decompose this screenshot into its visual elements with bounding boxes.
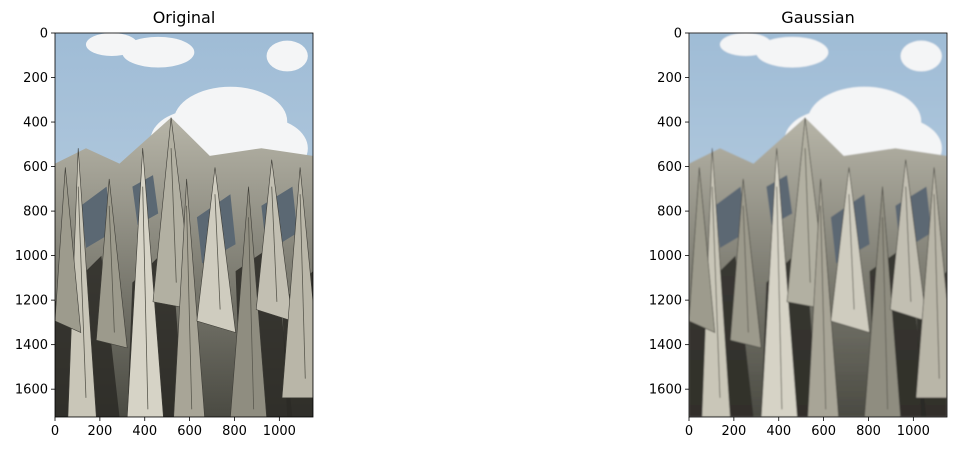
x-tick-label: 1000 xyxy=(263,424,296,439)
concrete-fin xyxy=(281,167,313,399)
y-tick-label: 1000 xyxy=(15,249,48,264)
image-area xyxy=(689,33,947,417)
x-tick-label: 800 xyxy=(222,424,247,439)
concrete-fin xyxy=(196,167,236,333)
cloud-shape xyxy=(122,36,195,68)
panel-seam xyxy=(804,148,811,283)
y-tick-label: 1600 xyxy=(15,383,48,398)
y-tick-label: 600 xyxy=(657,160,682,175)
image-area xyxy=(55,33,313,417)
x-tick-label: 800 xyxy=(856,424,881,439)
panel-seam xyxy=(77,186,87,398)
y-tick-label: 200 xyxy=(23,71,48,86)
y-tick-label: 1000 xyxy=(649,249,682,264)
y-tick-label: 800 xyxy=(23,205,48,220)
x-tick-label: 1000 xyxy=(897,424,930,439)
x-tick-label: 0 xyxy=(51,424,59,439)
panel-seam xyxy=(776,186,783,410)
concrete-fin xyxy=(915,167,947,399)
x-tick-label: 400 xyxy=(766,424,791,439)
y-tick-label: 0 xyxy=(674,27,682,42)
panel-seam xyxy=(214,194,221,310)
panel-seam xyxy=(299,194,306,379)
y-tick-label: 400 xyxy=(23,116,48,131)
panel-seam xyxy=(882,217,889,410)
panel-seam xyxy=(170,148,177,283)
x-tick-label: 0 xyxy=(685,424,693,439)
glass-panel xyxy=(80,186,112,248)
x-tick-label: 600 xyxy=(811,424,836,439)
cloud-shape xyxy=(719,33,772,57)
panel-seam xyxy=(711,186,721,398)
cloud-shape xyxy=(756,36,829,68)
axes-frame xyxy=(54,32,314,418)
x-tick-label: 600 xyxy=(177,424,202,439)
y-tick-label: 200 xyxy=(657,71,682,86)
concrete-fin xyxy=(55,167,82,333)
panel-seam xyxy=(820,205,827,410)
subplot-title: Original xyxy=(153,8,216,27)
y-tick-label: 800 xyxy=(657,205,682,220)
y-tick-label: 0 xyxy=(40,27,48,42)
panel-seam xyxy=(933,194,940,379)
y-tick-label: 1400 xyxy=(649,338,682,353)
x-tick-label: 200 xyxy=(87,424,112,439)
panel-seam xyxy=(108,205,115,333)
panel-seam xyxy=(905,186,912,302)
y-tick-label: 1600 xyxy=(649,383,682,398)
axes-frame xyxy=(688,32,948,418)
y-tick-label: 400 xyxy=(657,116,682,131)
panel-seam xyxy=(186,205,193,410)
concrete-fin xyxy=(830,167,870,333)
y-tick-label: 1200 xyxy=(15,294,48,309)
concrete-fin xyxy=(689,167,716,333)
panel-seam xyxy=(742,205,749,333)
panel-seam xyxy=(142,186,149,410)
subplot-title: Gaussian xyxy=(781,8,854,27)
cloud-shape xyxy=(900,40,942,72)
subplot-1: 0 200 400 600 800 1000 0 200 400 600 800 1000 1200 14… xyxy=(15,8,314,439)
cloud-shape xyxy=(85,33,138,57)
panel-seam xyxy=(848,194,855,310)
subplot-2: 0 200 400 600 800 1000 0 200 400 600 800 1000 1200 14… xyxy=(649,8,948,439)
panel-seam xyxy=(271,186,278,302)
x-tick-label: 400 xyxy=(132,424,157,439)
y-tick-label: 1200 xyxy=(649,294,682,309)
x-tick-label: 200 xyxy=(721,424,746,439)
glass-panel xyxy=(714,186,746,248)
y-tick-label: 600 xyxy=(23,160,48,175)
cloud-shape xyxy=(266,40,308,72)
panel-seam xyxy=(248,217,255,410)
y-tick-label: 1400 xyxy=(15,338,48,353)
